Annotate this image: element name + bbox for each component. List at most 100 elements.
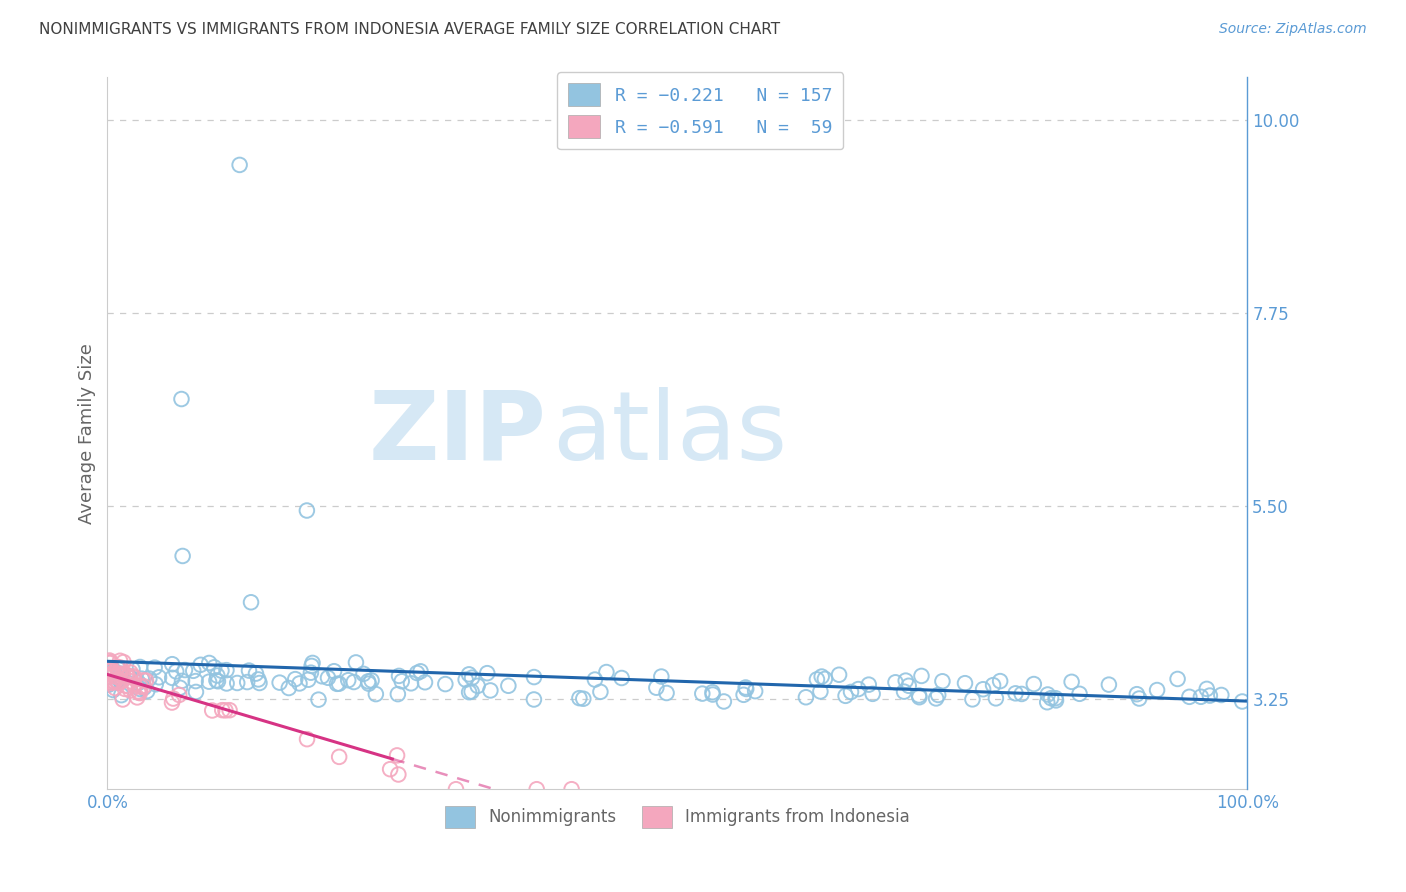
Y-axis label: Average Family Size: Average Family Size (79, 343, 96, 524)
Point (128, 686, 150, 700)
Point (101, 674, 124, 689)
Point (169, 681, 191, 695)
Point (226, 676, 249, 690)
Point (148, 670, 170, 684)
Point (910, 669, 932, 683)
Point (160, 657, 183, 672)
Point (122, 669, 145, 683)
Point (650, 669, 672, 683)
Point (645, 681, 668, 695)
Point (1128, 691, 1150, 706)
Point (984, 691, 1007, 706)
Point (110, 661, 132, 675)
Point (170, 392, 193, 406)
Point (132, 679, 155, 693)
Point (595, 665, 617, 679)
Point (814, 672, 837, 686)
Point (288, 676, 311, 690)
Point (353, 666, 375, 681)
Point (568, 691, 591, 706)
Point (326, 677, 349, 691)
Point (610, 671, 633, 685)
Point (105, 670, 128, 684)
Point (198, 674, 221, 689)
Point (846, 682, 869, 697)
Point (467, 679, 489, 693)
Point (357, 676, 380, 690)
Point (104, 673, 127, 688)
Point (337, 673, 360, 688)
Point (931, 674, 953, 689)
Point (160, 696, 183, 710)
Point (105, 660, 128, 674)
Point (477, 666, 499, 681)
Point (460, 684, 482, 698)
Point (108, 654, 131, 668)
Point (834, 689, 856, 703)
Point (122, 671, 145, 685)
Point (129, 660, 152, 674)
Point (894, 673, 917, 688)
Point (107, 675, 129, 690)
Point (734, 681, 756, 695)
Point (810, 669, 832, 683)
Point (129, 680, 152, 694)
Point (124, 677, 146, 691)
Point (103, 683, 125, 698)
Point (981, 678, 1004, 692)
Point (181, 664, 204, 678)
Point (908, 689, 931, 703)
Point (357, 674, 380, 689)
Point (1195, 681, 1218, 696)
Point (692, 687, 714, 701)
Point (98, 664, 121, 678)
Point (1146, 683, 1168, 698)
Point (458, 685, 481, 699)
Point (184, 685, 207, 699)
Point (1022, 677, 1045, 691)
Point (110, 672, 132, 686)
Point (385, 748, 408, 763)
Point (110, 666, 132, 681)
Point (1036, 688, 1059, 702)
Point (1198, 689, 1220, 703)
Point (328, 676, 350, 690)
Point (794, 690, 817, 705)
Point (120, 683, 142, 698)
Point (526, 782, 548, 797)
Point (1167, 672, 1189, 686)
Point (245, 666, 267, 681)
Point (238, 664, 260, 678)
Point (111, 673, 134, 688)
Point (406, 666, 429, 681)
Point (143, 660, 166, 674)
Point (214, 703, 236, 717)
Text: Source: ZipAtlas.com: Source: ZipAtlas.com (1219, 22, 1367, 37)
Point (184, 674, 207, 689)
Point (207, 668, 229, 682)
Point (702, 688, 724, 702)
Point (167, 688, 190, 702)
Point (387, 767, 409, 781)
Point (413, 675, 436, 690)
Point (103, 669, 125, 683)
Point (1060, 674, 1083, 689)
Point (572, 691, 595, 706)
Point (101, 664, 124, 678)
Point (733, 688, 755, 702)
Point (211, 664, 233, 678)
Point (284, 672, 307, 686)
Point (136, 684, 159, 698)
Point (172, 549, 194, 563)
Point (862, 687, 884, 701)
Point (104, 674, 127, 689)
Point (360, 673, 382, 688)
Point (132, 681, 155, 695)
Point (107, 672, 129, 686)
Point (893, 684, 915, 698)
Point (107, 660, 129, 674)
Point (115, 667, 138, 681)
Point (454, 673, 477, 687)
Text: atlas: atlas (553, 387, 787, 480)
Point (498, 679, 520, 693)
